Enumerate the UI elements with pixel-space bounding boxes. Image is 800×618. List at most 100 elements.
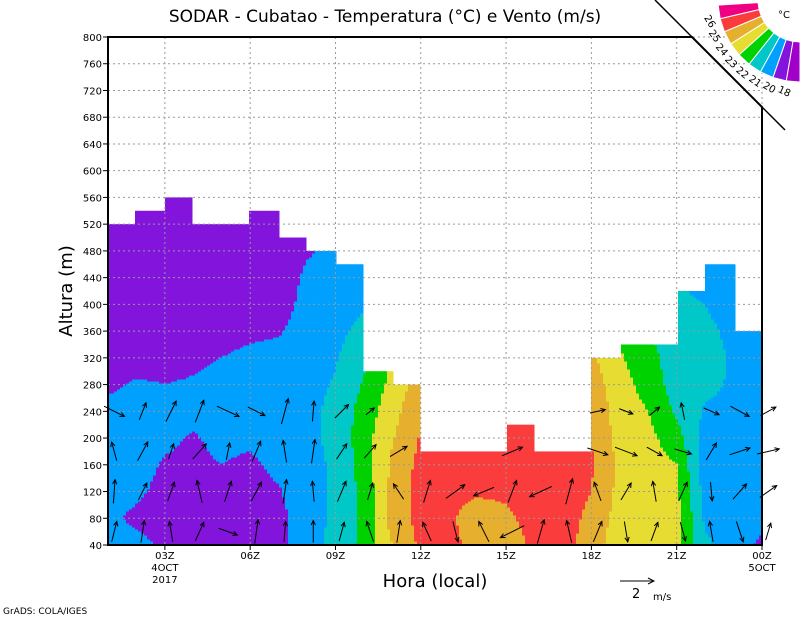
x-tick-year: 2017 [152, 575, 177, 586]
temperature-cell [705, 401, 709, 534]
temperature-cell [165, 453, 169, 546]
colorbar-label: 21 [746, 74, 763, 90]
y-tick-label: 320 [83, 354, 102, 365]
y-tick-label: 80 [89, 514, 102, 525]
temperature-cell [345, 264, 349, 336]
temperature-cell [651, 344, 655, 426]
wind-arrow-shaft [167, 482, 175, 502]
wind-arrow [445, 484, 466, 499]
temperature-cell [228, 353, 232, 460]
temperature-cell [177, 445, 181, 546]
temperature-cell [210, 224, 214, 364]
temperature-cell [603, 357, 607, 386]
temperature-cell [543, 451, 547, 546]
temperature-cell [675, 344, 679, 420]
temperature-cell [351, 447, 355, 546]
temperature-cell [282, 497, 286, 546]
wind-arrow-shaft [251, 441, 262, 462]
temperature-cell [219, 357, 223, 464]
temperature-cell [321, 250, 325, 406]
temperature-cell [582, 451, 586, 510]
temperature-cell [240, 453, 244, 546]
temperature-cell [135, 210, 139, 380]
temperature-cell [126, 383, 130, 512]
temperature-cell [324, 461, 328, 528]
temperature-cell [123, 519, 127, 546]
temperature-cell [411, 384, 415, 470]
temperature-cell [180, 379, 184, 442]
wind-arrow-shaft [111, 521, 118, 542]
temperature-cell [279, 487, 283, 546]
wind-arrow-shaft [729, 447, 751, 456]
temperature-cell [477, 451, 481, 498]
temperature-cell [300, 273, 304, 546]
temperature-cell [333, 250, 337, 374]
x-axis-label: Hora (local) [383, 571, 488, 592]
temperature-cell [228, 224, 232, 354]
temperature-cell [363, 373, 367, 546]
temperature-cell [249, 451, 253, 546]
temperature-cell [390, 541, 394, 546]
wind-arrow [593, 481, 602, 502]
y-tick-label: 360 [83, 327, 102, 338]
wind-arrow-head [770, 406, 777, 412]
temperature-cell [597, 363, 601, 546]
wind-arrow-shaft [623, 521, 629, 542]
wind-arrow-head [142, 481, 148, 489]
wind-arrow-shaft [709, 482, 713, 501]
temperature-cell [129, 525, 133, 546]
temperature-cell [666, 455, 670, 546]
temperature-cell [270, 210, 274, 340]
wind-arrow-shaft [168, 521, 174, 542]
temperature-cell [741, 331, 745, 546]
temperature-cell [258, 341, 262, 462]
temperature-cell [177, 379, 181, 446]
temperature-cell [291, 311, 295, 546]
temperature-cell [315, 250, 319, 546]
wind-arrow [729, 446, 752, 456]
temperature-cell [159, 461, 163, 546]
wind-arrow [674, 448, 693, 456]
temperature-cell [546, 451, 550, 546]
wind-arrow-head [741, 483, 748, 489]
temperature-cell [396, 425, 400, 546]
axes: 40 80 120 160 200 240 280 320 360 400 440 480 520 560… [83, 0, 786, 586]
temperature-cell [135, 529, 139, 546]
temperature-cell [612, 357, 616, 452]
temperature-cell [309, 257, 313, 546]
wind-arrow-head [284, 397, 290, 404]
temperature-cell [669, 459, 673, 546]
y-tick-label: 120 [83, 488, 102, 499]
temperature-cell [219, 224, 223, 358]
temperature-cell [351, 325, 355, 426]
temperature-cell [255, 457, 259, 546]
temperature-cell [495, 451, 499, 502]
temperature-cell [264, 339, 268, 470]
temperature-cell [126, 224, 130, 384]
temperature-cell [675, 463, 679, 546]
temperature-cell [687, 471, 691, 546]
temperature-cell [657, 353, 661, 440]
wind-arrow-head [632, 451, 639, 457]
temperature-cell [750, 331, 754, 546]
temperature-cell [639, 344, 643, 400]
colorbar-label: 18 [776, 84, 792, 99]
temperature-cell [504, 503, 508, 546]
temperature-cell [390, 449, 394, 542]
wind-arrow-head [283, 478, 289, 485]
wind-arrow-head [657, 451, 664, 457]
temperature-cell [228, 459, 232, 546]
temperature-cell [168, 197, 172, 384]
wind-arrow [247, 406, 266, 417]
temperature-cell [441, 451, 445, 546]
temperature-cell [705, 533, 709, 546]
temperature-cell [243, 453, 247, 546]
temperature-cell [525, 424, 529, 546]
temperature-cell [561, 451, 565, 546]
colorbar-segment [785, 40, 800, 83]
y-tick-label: 520 [83, 220, 102, 231]
temperature-cell [144, 379, 148, 494]
temperature-cell [759, 535, 763, 546]
temperature-cell [627, 344, 631, 370]
temperature-cell [207, 365, 211, 452]
